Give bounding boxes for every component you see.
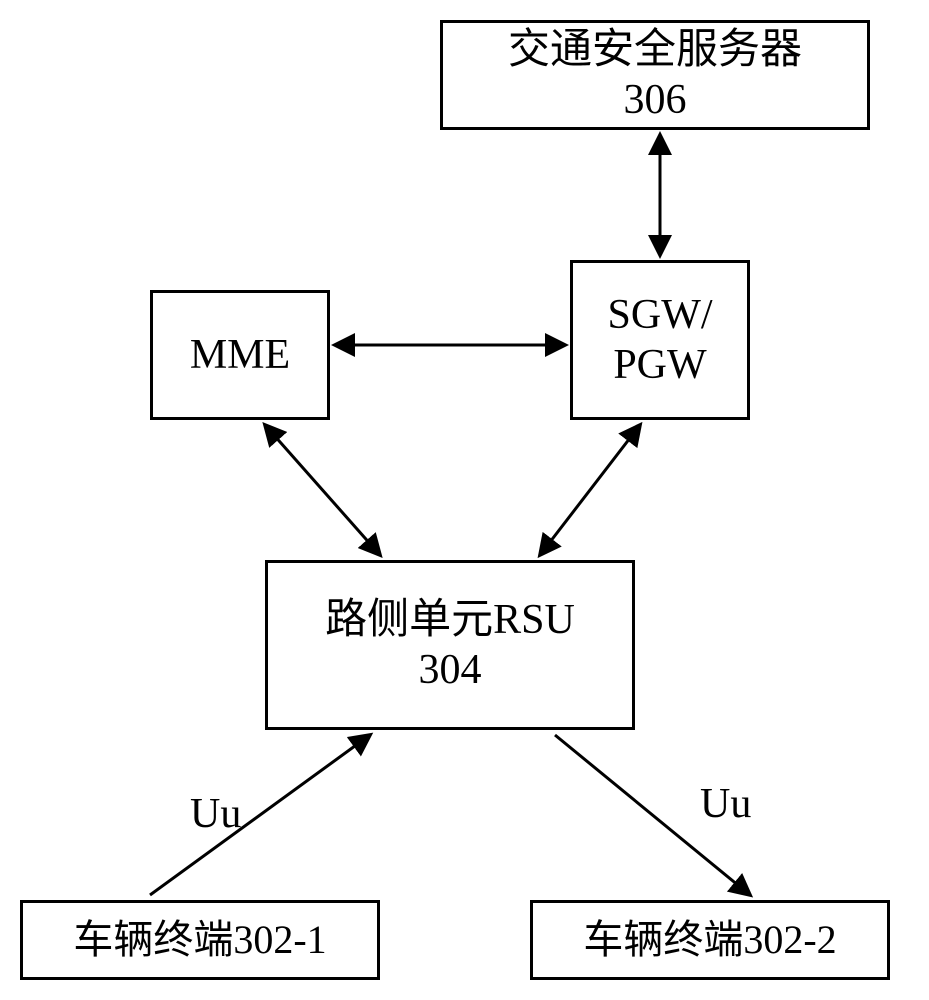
vt1-node: 车辆终端302-1 bbox=[20, 900, 380, 980]
sgw-node: SGW/ PGW bbox=[570, 260, 750, 420]
sgw-line1: SGW/ bbox=[608, 290, 713, 340]
mme-node: MME bbox=[150, 290, 330, 420]
vt2-node: 车辆终端302-2 bbox=[530, 900, 890, 980]
rsu-node: 路侧单元RSU 304 bbox=[265, 560, 635, 730]
uu-right-label: Uu bbox=[700, 780, 751, 828]
edge-vt1-rsu bbox=[150, 735, 370, 895]
edge-mme-rsu bbox=[265, 425, 380, 555]
vt1-text: 车辆终端302-1 bbox=[73, 916, 326, 964]
server-line1: 交通安全服务器 bbox=[508, 25, 802, 75]
server-line2: 306 bbox=[624, 75, 687, 125]
rsu-line1: 路侧单元RSU bbox=[325, 595, 575, 645]
server-node: 交通安全服务器 306 bbox=[440, 20, 870, 130]
sgw-line2: PGW bbox=[613, 340, 706, 390]
edge-sgw-rsu bbox=[540, 425, 640, 555]
uu-left-label: Uu bbox=[190, 790, 241, 838]
rsu-line2: 304 bbox=[419, 645, 482, 695]
mme-text: MME bbox=[190, 330, 290, 380]
edges-layer bbox=[0, 0, 929, 1000]
vt2-text: 车辆终端302-2 bbox=[583, 916, 836, 964]
